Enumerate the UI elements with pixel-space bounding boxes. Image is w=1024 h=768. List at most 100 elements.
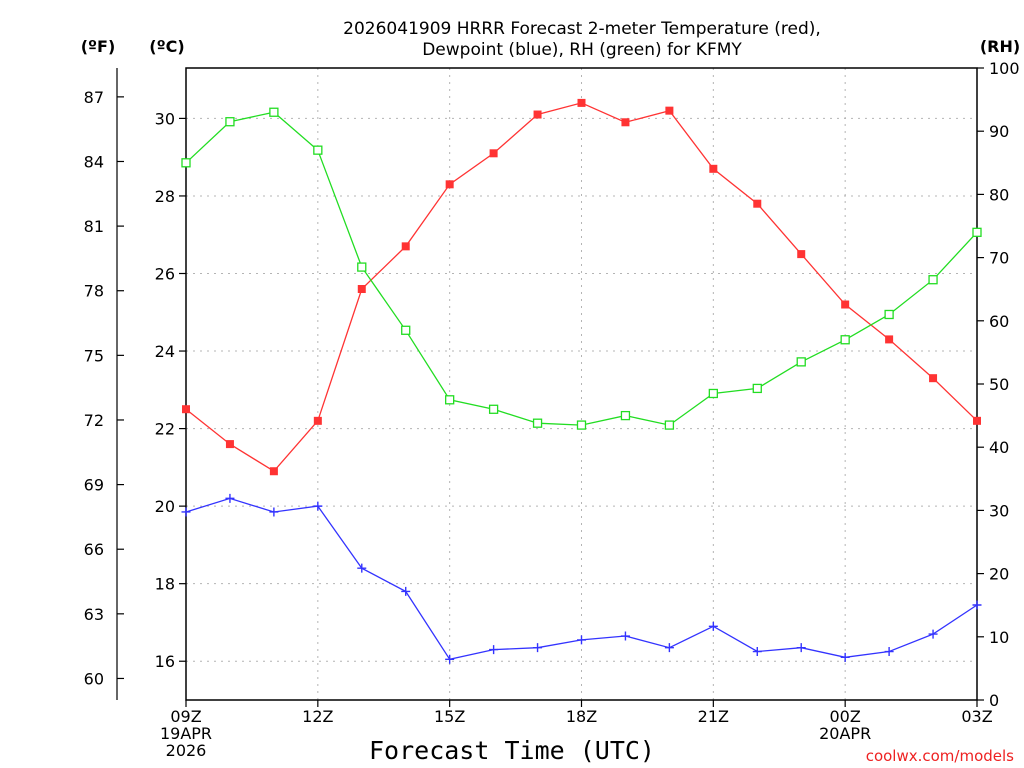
rh-point (576, 420, 587, 430)
rh-point (796, 357, 806, 367)
rh-tick-label: 80 (989, 185, 1009, 204)
dewpoint-point (972, 600, 982, 610)
dewpoint-point (445, 654, 455, 664)
dewpoint-point (313, 501, 323, 511)
temperature-point (225, 440, 234, 449)
rh-point (488, 404, 499, 414)
rh-point (752, 383, 762, 394)
celsius-tick-label: 24 (155, 342, 175, 361)
x-tick-label: 15Z (434, 707, 465, 726)
temperature-point (797, 250, 806, 259)
dewpoint-point (533, 643, 543, 653)
rh-point (664, 420, 675, 430)
dewpoint-point (489, 645, 499, 655)
rh-point (357, 262, 367, 272)
temperature-point (621, 118, 630, 127)
dewpoint-point (401, 586, 411, 596)
data-series (181, 98, 982, 664)
x-tick-label: 21Z (698, 707, 729, 726)
dewpoint-point (577, 635, 586, 645)
fahrenheit-tick-label: 69 (84, 476, 104, 495)
dewpoint-point (752, 647, 762, 657)
dewpoint-point (928, 629, 938, 639)
celsius-tick-label: 22 (155, 420, 175, 439)
dewpoint-point (269, 507, 279, 517)
grid-lines (186, 68, 977, 700)
fahrenheit-tick-label: 75 (84, 346, 104, 365)
temperature-line (185, 102, 978, 473)
celsius-tick-label: 18 (155, 575, 175, 594)
temperature-point (709, 164, 718, 173)
celsius-tick-label: 26 (155, 264, 175, 283)
fahrenheit-tick-label: 60 (84, 669, 104, 688)
dewpoint-point (708, 621, 718, 631)
x-tick-label: 19APR (160, 724, 212, 743)
celsius-tick-label: 28 (155, 187, 175, 206)
temperature-point (885, 335, 894, 344)
rh-point (928, 275, 938, 285)
celsius-tick-label: 20 (155, 497, 175, 516)
x-tick-label: 20APR (819, 724, 871, 743)
rh-point (225, 117, 235, 127)
fahrenheit-tick-label: 84 (84, 152, 104, 171)
rh-point (269, 107, 279, 117)
x-tick-label: 03Z (961, 707, 992, 726)
temperature-point (313, 416, 322, 425)
rh-tick-label: 90 (989, 122, 1009, 141)
rh-point (181, 158, 191, 168)
temperature-point (445, 180, 454, 189)
temperature-point (182, 405, 190, 414)
temperature-point (929, 374, 938, 383)
x-tick-label: 2026 (166, 741, 207, 760)
temperature-point (841, 300, 850, 309)
axis-ticks: 16 18 20 22 24 26 28 30 60 63 66 69 72 75 78 81 84 87 0 10 2… (84, 59, 1020, 760)
rh-point (313, 145, 323, 155)
rh-point (840, 335, 850, 345)
rh-tick-label: 20 (989, 565, 1009, 584)
rh-point (445, 395, 455, 405)
dewpoint-point (664, 643, 674, 653)
temperature-point (577, 98, 586, 107)
fahrenheit-tick-label: 63 (84, 605, 104, 624)
temperature-point (665, 106, 674, 115)
rh-tick-label: 100 (989, 59, 1020, 78)
temperature-point (533, 110, 542, 119)
rh-tick-label: 60 (989, 312, 1009, 331)
chart-title: 2026041909 HRRR Forecast 2-meter Tempera… (343, 19, 821, 39)
dewpoint-point (181, 507, 191, 517)
temperature-point (401, 242, 410, 251)
rh-tick-label: 40 (989, 438, 1009, 457)
rh-point (972, 227, 982, 237)
fahrenheit-tick-label: 78 (84, 282, 104, 301)
temperature-point (489, 149, 498, 158)
rh-point (884, 309, 894, 320)
dewpoint-point (796, 643, 806, 653)
rh-point (532, 418, 543, 428)
fahrenheit-tick-label: 81 (84, 217, 104, 236)
dewpoint-point (884, 647, 894, 657)
temperature-point (973, 416, 981, 425)
chart-subtitle: Dewpoint (blue), RH (green) for KFMY (422, 40, 742, 60)
rh-point (620, 410, 631, 421)
rh-tick-label: 70 (989, 249, 1009, 268)
x-tick-label: 12Z (302, 707, 333, 726)
celsius-tick-label: 16 (155, 652, 175, 671)
x-tick-label: 09Z (170, 707, 201, 726)
x-tick-label: 18Z (566, 707, 597, 726)
dewpoint-point (620, 631, 630, 641)
rh-axis-label: (RH) (980, 37, 1020, 56)
dewpoint-point (357, 563, 367, 573)
rh-tick-label: 30 (989, 501, 1009, 520)
temperature-point (753, 199, 762, 208)
fahrenheit-axis-label: (ºF) (81, 37, 116, 56)
rh-point (708, 388, 718, 399)
x-axis-title: Forecast Time (UTC) (369, 736, 655, 765)
celsius-tick-label: 30 (155, 109, 175, 128)
rh-tick-label: 50 (989, 375, 1009, 394)
celsius-axis-label: (ºC) (149, 37, 184, 56)
temperature-point (357, 285, 366, 294)
fahrenheit-tick-label: 87 (84, 88, 104, 107)
dewpoint-point (225, 493, 235, 503)
watermark: coolwx.com/models (866, 747, 1014, 765)
rh-point (401, 325, 411, 335)
